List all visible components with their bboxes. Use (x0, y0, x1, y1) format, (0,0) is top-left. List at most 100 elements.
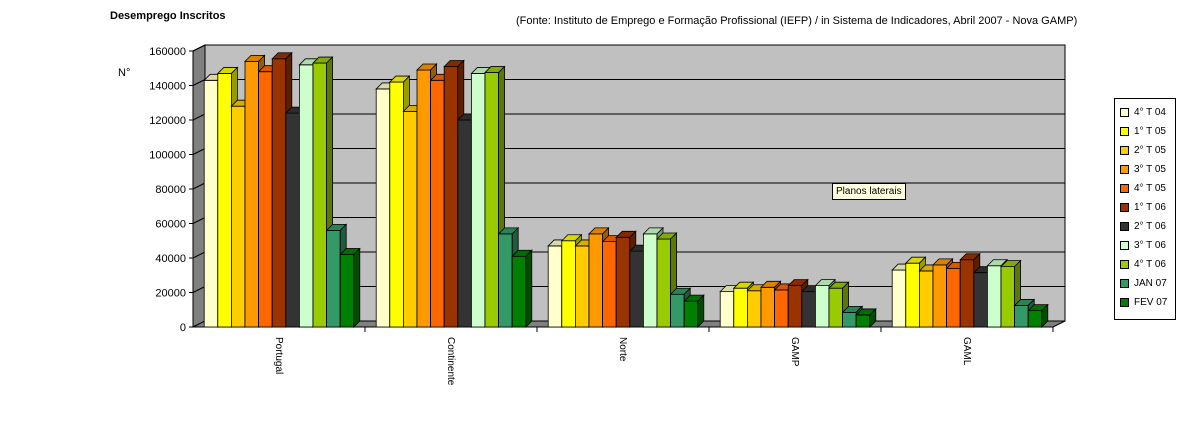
bar (511, 249, 533, 328)
bar-front (416, 69, 432, 328)
legend-swatch (1120, 108, 1129, 117)
bar-front (629, 250, 644, 328)
legend-label: 4° T 04 (1134, 107, 1166, 118)
gridline-side (192, 217, 206, 224)
legend-label: JAN 07 (1134, 278, 1167, 289)
bar-front (230, 105, 246, 328)
bar-front (973, 272, 988, 328)
legend-item: 2° T 05 (1115, 141, 1175, 160)
bar-side (1041, 303, 1049, 328)
bar-front (905, 262, 920, 328)
legend-item: 1° T 05 (1115, 122, 1175, 141)
bar (683, 294, 705, 328)
bar-front (217, 73, 232, 328)
bar-front (375, 88, 391, 328)
bar-front (815, 285, 830, 328)
bar (339, 247, 361, 328)
gridline-side (192, 148, 206, 155)
bar-front (575, 245, 590, 328)
x-tick-label: GAML (961, 337, 972, 366)
y-tick-label: 60000 (155, 219, 186, 231)
bar-front (443, 66, 459, 328)
x-tick-label: GAMP (789, 337, 800, 367)
bar-front (891, 269, 907, 328)
bar-front (470, 73, 486, 328)
legend-label: 4° T 05 (1134, 183, 1166, 194)
bar-front (932, 264, 948, 328)
bar-front (643, 233, 658, 328)
bar-front (959, 259, 975, 328)
bar (484, 65, 506, 328)
bar-front (285, 112, 300, 328)
legend-label: 2° T 06 (1134, 221, 1166, 232)
bar-front (760, 286, 776, 328)
bar-front (561, 240, 576, 328)
bar-front (339, 254, 355, 328)
y-axis-label: N° (118, 67, 130, 79)
legend-item: 4° T 05 (1115, 179, 1175, 198)
bar-front (402, 110, 418, 328)
bar (828, 281, 850, 328)
legend-swatch (1120, 127, 1129, 136)
legend-item: 4° T 04 (1115, 103, 1175, 122)
legend-item: 2° T 06 (1115, 217, 1175, 236)
x-tick-label: Continente (445, 337, 456, 386)
bar-front (389, 81, 404, 328)
bar-front (430, 79, 445, 328)
legend-item: FEV 07 (1115, 293, 1175, 312)
legend-item: JAN 07 (1115, 274, 1175, 293)
legend-swatch (1120, 184, 1129, 193)
source-note: (Fonte: Instituto de Emprego e Formação … (516, 15, 1078, 27)
legend-label: 3° T 05 (1134, 164, 1166, 175)
bar-side (353, 247, 361, 328)
bar (855, 307, 877, 328)
bar-front (326, 229, 341, 328)
legend-label: 4° T 06 (1134, 259, 1166, 270)
y-tick-label: 0 (180, 322, 186, 334)
legend-label: 2° T 05 (1134, 145, 1166, 156)
gridline-side (192, 44, 206, 52)
bar-side (697, 294, 705, 328)
bar-front (602, 241, 617, 328)
bar-front (656, 238, 672, 328)
bar-front (683, 300, 699, 328)
legend-swatch (1120, 260, 1129, 269)
bar-front (747, 290, 762, 328)
bar-front (1000, 266, 1016, 328)
bar-front (484, 72, 500, 328)
legend-swatch (1120, 222, 1129, 231)
bar-front (919, 270, 934, 328)
bar-front (298, 64, 314, 328)
bar-front (946, 267, 961, 328)
bar-front (1014, 305, 1029, 328)
bar-front (828, 287, 844, 328)
legend-swatch (1120, 279, 1129, 288)
bar-front (312, 62, 328, 328)
bar (1027, 303, 1049, 328)
chart-title: Desemprego Inscritos (110, 10, 226, 22)
x-tick-label: Portugal (273, 337, 284, 374)
legend-item: 1° T 06 (1115, 198, 1175, 217)
gridline-side (192, 286, 206, 293)
legend-swatch (1120, 146, 1129, 155)
bar-front (498, 233, 513, 328)
bar-front (271, 58, 287, 328)
legend-label: FEV 07 (1134, 297, 1168, 308)
bar-front (547, 245, 563, 328)
bar-front (588, 233, 604, 328)
bar-front (615, 236, 631, 328)
bar-front (774, 289, 789, 328)
legend-label: 3° T 06 (1134, 240, 1166, 251)
y-tick-label: 120000 (149, 115, 186, 127)
bar-front (719, 291, 735, 328)
legend-label: 1° T 05 (1134, 126, 1166, 137)
bar-front (855, 314, 871, 328)
bar-side (525, 249, 533, 328)
bar-front (842, 311, 857, 328)
legend-item: 4° T 06 (1115, 255, 1175, 274)
y-tick-label: 140000 (149, 81, 186, 93)
gridline-side (192, 251, 206, 259)
bar-front (1027, 310, 1043, 328)
gridline-side (192, 113, 206, 121)
